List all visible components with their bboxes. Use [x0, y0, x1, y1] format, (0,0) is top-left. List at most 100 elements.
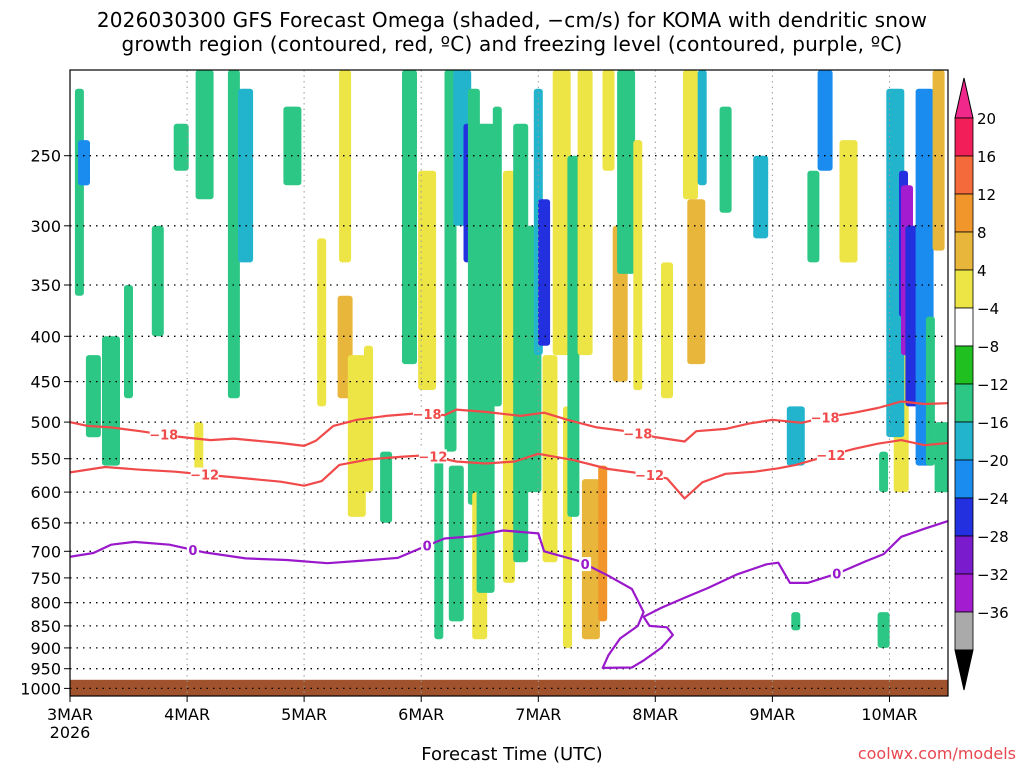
contour-label-bg-minus-12-1 [418, 449, 447, 464]
colorbar-bin-3 [954, 193, 974, 233]
y-tick-label-800: 800 [30, 594, 61, 613]
omega-shade-9 [227, 70, 240, 399]
colorbar-bin-2 [954, 155, 974, 195]
omega-shade-48 [697, 70, 707, 186]
omega-shade-1 [78, 140, 90, 186]
colorbar-label-6: −4 [977, 300, 999, 318]
colorbar-bin-7 [954, 345, 974, 385]
x-tick-sublabel-2026: 2026 [50, 723, 91, 742]
colorbar-bin-6 [954, 307, 974, 347]
y-tick-label-950: 950 [30, 660, 61, 679]
omega-shade-17 [380, 451, 393, 523]
y-tick-label-750: 750 [30, 569, 61, 588]
contour-label-freezing-level-1: 0 [423, 540, 432, 555]
contour-label-minus-12-1: −12 [418, 450, 447, 465]
y-tick-label-300: 300 [30, 217, 61, 236]
colorbar-label-10: −20 [977, 452, 1009, 470]
x-tick-label-6MAR: 6MAR [398, 705, 444, 724]
colorbar-bin-13 [954, 573, 974, 613]
omega-shade-44 [633, 140, 643, 391]
colorbar-label-7: −8 [977, 338, 999, 356]
omega-shade-0 [74, 88, 84, 296]
contour-label-freezing-level-3: 0 [832, 568, 841, 583]
contour-label-minus-18-2: −18 [623, 428, 652, 443]
contour-label-bg-minus-18-3 [811, 410, 840, 425]
colorbar-under-triangle [954, 649, 974, 691]
colorbar-bin-5 [954, 269, 974, 309]
omega-shade-55 [839, 140, 858, 263]
omega-shade-33 [538, 199, 551, 346]
omega-shade-45 [661, 262, 673, 399]
contour-label-bg-minus-12-3 [816, 448, 845, 462]
contour-label-minus-12-0: −12 [190, 469, 219, 484]
omega-shade-66 [934, 422, 948, 493]
omega-shade-4 [124, 285, 133, 399]
credit-text: coolwx.com/models [857, 744, 1016, 763]
y-tick-label-400: 400 [30, 327, 61, 346]
colorbar-over-triangle [954, 77, 974, 119]
colorbar-label-8: −12 [977, 376, 1009, 394]
omega-shade-46 [683, 70, 698, 200]
omega-shade-18 [402, 70, 417, 365]
omega-shade-5 [151, 225, 164, 337]
y-tick-label-1000: 1000 [20, 679, 61, 698]
colorbar-bin-8 [954, 383, 974, 423]
omega-shade-54 [817, 70, 833, 171]
omega-shade-50 [753, 155, 769, 239]
colorbar-label-12: −28 [977, 528, 1009, 546]
contour-label-minus-12-2: −12 [635, 469, 664, 484]
y-tick-label-550: 550 [30, 450, 61, 469]
omega-shade-8 [194, 422, 204, 473]
omega-shade-10 [238, 88, 254, 263]
y-tick-label-700: 700 [30, 542, 61, 561]
omega-shade-40 [598, 465, 608, 622]
colorbar-bin-12 [954, 535, 974, 575]
omega-shade-11 [283, 106, 302, 186]
chart-title-line-2: growth region (contoured, red, ºC) and f… [121, 32, 903, 56]
contour-label-bg-freezing-level-3 [830, 566, 843, 581]
colorbar-label-2: 16 [977, 148, 996, 166]
contour-label-freezing-level-0: 0 [188, 544, 197, 559]
colorbar: 20 16 12 8 4 −4 −8 −12 −16 −20 −24 −28 −32 −36 [954, 77, 1009, 691]
omega-shade-49 [719, 106, 732, 213]
chart-title-line-1: 2026030300 GFS Forecast Omega (shaded, −… [96, 8, 928, 32]
y-tick-label-450: 450 [30, 373, 61, 392]
y-axis: 250 300 350 400 450 500 550 600 650 700 750 800 850 9… [20, 147, 70, 698]
contour-label-minus-12-3: −12 [816, 449, 845, 464]
ground-surface [70, 679, 948, 696]
contour-label-minus-18-3: −18 [811, 411, 840, 426]
y-tick-label-850: 850 [30, 617, 61, 636]
colorbar-label-5: 4 [977, 262, 987, 280]
colorbar-label-4: 8 [977, 224, 987, 242]
contour-minus-18 [70, 400, 948, 447]
contour-label-bg-freezing-level-2 [579, 557, 592, 572]
contour-label-bg-minus-12-0 [190, 467, 219, 482]
contour-label-freezing-level-2: 0 [581, 558, 590, 573]
omega-shade-12 [317, 238, 327, 407]
x-tick-label-10MAR: 10MAR [861, 705, 917, 724]
omega-shade-27 [476, 123, 495, 593]
omega-shade-28 [492, 106, 502, 407]
y-tick-label-500: 500 [30, 413, 61, 432]
colorbar-bin-10 [954, 459, 974, 499]
contour-label-bg-minus-18-2 [623, 426, 652, 441]
omega-shade-53 [807, 170, 820, 263]
x-tick-label-5MAR: 5MAR [281, 705, 327, 724]
omega-shade-13 [339, 70, 352, 263]
x-tick-label-7MAR: 7MAR [515, 705, 561, 724]
omega-shade-34 [542, 355, 558, 563]
y-tick-label-900: 900 [30, 639, 61, 658]
contour-minus-12 [70, 439, 948, 500]
contour-lines: −18 −18 −18 −18 −12 −12 −12 −12 0 0 0 0 [70, 400, 948, 669]
colorbar-label-3: 12 [977, 186, 996, 204]
chart-title: 2026030300 GFS Forecast Omega (shaded, −… [0, 8, 1024, 56]
x-tick-label-8MAR: 8MAR [632, 705, 678, 724]
plot-frame [69, 69, 949, 697]
colorbar-bin-11 [954, 497, 974, 537]
colorbar-label-14: −36 [977, 604, 1009, 622]
omega-shade-37 [567, 155, 580, 517]
contour-label-bg-minus-12-2 [635, 467, 664, 482]
omega-shade-38 [577, 70, 593, 356]
